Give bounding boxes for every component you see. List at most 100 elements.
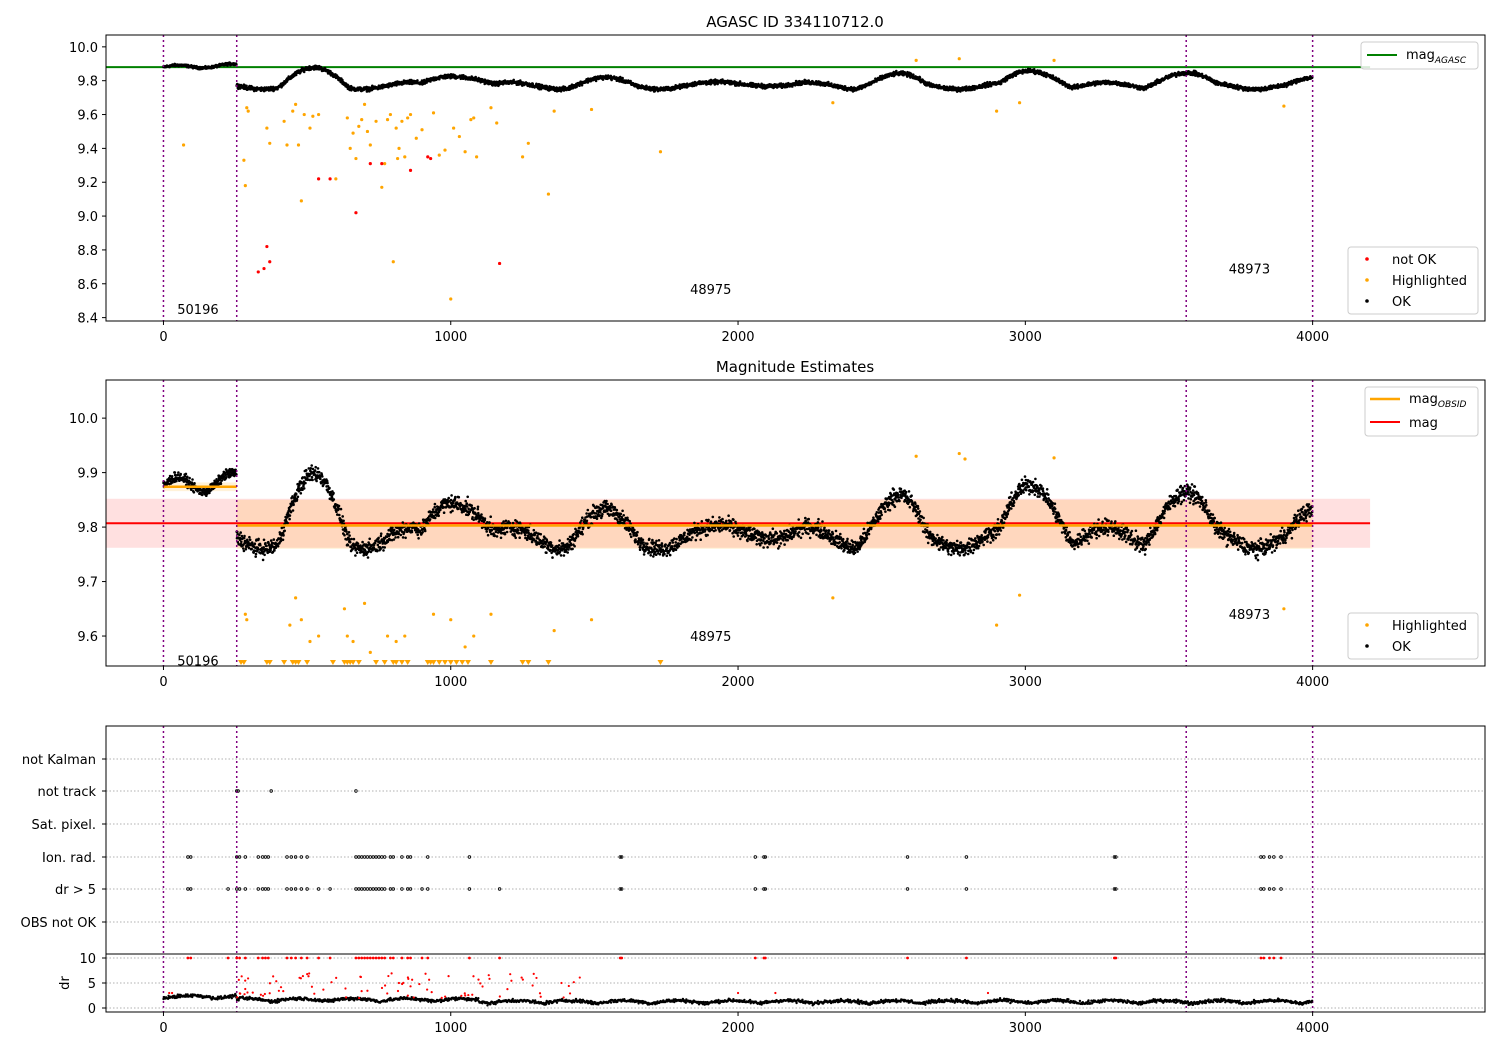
ok-point <box>294 73 298 77</box>
highlighted-point <box>243 184 247 188</box>
ok-point <box>337 507 341 511</box>
highlighted-point <box>345 116 349 120</box>
highlighted-point <box>374 119 378 123</box>
x-tick-label: 1000 <box>434 330 467 345</box>
highlighted-point <box>265 126 269 130</box>
highlighted-point <box>995 109 999 113</box>
highlighted-point <box>914 58 918 62</box>
ok-point <box>288 514 292 517</box>
ok-point <box>366 556 370 559</box>
ok-point <box>310 475 314 479</box>
ok-point <box>493 80 497 84</box>
not-ok-point <box>256 270 260 274</box>
not-ok-point <box>265 244 269 249</box>
highlighted-point <box>388 112 393 117</box>
ok-point <box>253 542 257 545</box>
chart-title: Magnitude Estimates <box>716 358 874 376</box>
ok-point <box>262 546 266 549</box>
y-tick-label: 9.2 <box>77 176 98 191</box>
y-tick-label: 9.0 <box>77 210 98 225</box>
not-ok-point <box>429 156 433 161</box>
ok-point <box>342 519 345 523</box>
ok-point <box>352 537 356 541</box>
highlighted-point <box>396 156 400 161</box>
ok-point <box>918 76 922 79</box>
ok-point <box>341 515 345 518</box>
obsid-label: 50196 <box>177 303 218 318</box>
ok-point <box>601 78 605 81</box>
ok-point <box>519 79 522 82</box>
highlighted-point <box>354 156 358 161</box>
highlighted-point <box>394 126 398 130</box>
highlighted-point <box>414 136 418 140</box>
highlighted-point <box>520 155 525 159</box>
ok-point <box>580 83 584 87</box>
ok-point <box>170 475 174 478</box>
highlighted-point <box>658 150 663 154</box>
ok-point <box>294 492 298 496</box>
not-ok-point <box>268 260 272 264</box>
ok-point <box>340 518 343 522</box>
y-tick-label: 9.4 <box>77 142 98 157</box>
ok-point <box>355 551 359 554</box>
highlighted-point <box>294 102 298 106</box>
highlighted-point <box>957 57 961 61</box>
ok-point <box>229 474 233 477</box>
ok-point <box>382 549 385 552</box>
highlighted-point <box>589 107 594 112</box>
ok-point <box>286 521 289 525</box>
legend-label-not-ok: not OK <box>1392 253 1437 268</box>
legend-mag-agasc: magAGASC <box>1360 41 1479 70</box>
ok-point <box>243 534 246 538</box>
ok-point <box>368 537 372 541</box>
ok-point <box>245 84 248 88</box>
ok-point <box>379 547 383 550</box>
ok-point <box>254 555 257 558</box>
ok-point <box>354 554 357 557</box>
ok-point <box>425 81 428 84</box>
ok-point <box>242 549 246 553</box>
ok-point <box>304 468 308 472</box>
ok-point <box>474 75 478 79</box>
x-tick-label: 0 <box>159 330 167 345</box>
ok-point <box>316 467 320 470</box>
ok-point <box>188 476 191 480</box>
ok-point <box>332 498 336 501</box>
ok-point <box>321 475 324 478</box>
highlighted-point <box>469 118 473 122</box>
ok-point <box>378 541 382 545</box>
ok-point <box>242 547 245 550</box>
ok-point <box>392 538 396 541</box>
highlighted-point <box>831 101 835 105</box>
highlighted-point <box>406 116 410 120</box>
ok-point <box>173 471 177 474</box>
ok-point <box>257 537 260 541</box>
ok-point <box>240 540 243 544</box>
ok-point <box>402 531 406 534</box>
ok-point <box>348 540 352 544</box>
ok-point <box>350 537 353 541</box>
ok-point <box>337 504 341 508</box>
ok-point <box>283 529 287 533</box>
not-ok-point <box>497 261 502 266</box>
highlighted-point <box>472 116 476 120</box>
ok-point <box>292 503 295 507</box>
highlighted-point <box>311 114 315 118</box>
ok-point <box>296 495 300 499</box>
ok-point <box>248 535 251 539</box>
highlighted-point <box>495 121 499 125</box>
ok-point <box>248 538 252 542</box>
ok-point <box>299 492 303 495</box>
ok-point <box>244 547 248 551</box>
highlighted-point <box>296 143 301 147</box>
not-ok-point <box>380 162 384 166</box>
ok-point <box>376 543 380 547</box>
ok-point <box>621 76 624 80</box>
y-tick-label: 9.6 <box>77 109 98 124</box>
highlighted-point <box>463 150 467 154</box>
highlighted-point <box>431 111 436 115</box>
highlighted-point <box>420 128 424 132</box>
highlighted-point <box>408 112 413 117</box>
highlighted-point <box>348 146 352 150</box>
ok-point <box>261 558 265 562</box>
